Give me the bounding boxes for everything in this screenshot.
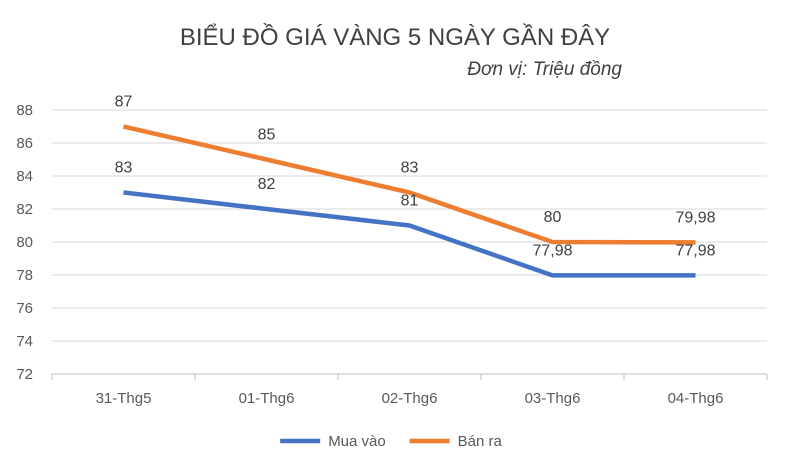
data-label: 81	[401, 193, 419, 210]
x-tick-label: 31-Thg5	[96, 390, 152, 407]
y-tick-label: 78	[16, 267, 33, 284]
y-tick-label: 76	[16, 300, 33, 317]
chart-subtitle: Đơn vị: Triệu đồng	[467, 59, 622, 80]
y-tick-label: 88	[16, 102, 33, 119]
y-tick-label: 72	[16, 366, 33, 383]
legend: Mua vào Bán ra	[280, 433, 502, 450]
y-tick-label: 84	[16, 168, 33, 185]
data-label: 77,98	[675, 242, 715, 259]
data-label: 79,98	[675, 209, 715, 226]
y-tick-label: 80	[16, 234, 33, 251]
y-tick-label: 74	[16, 333, 33, 350]
x-tick-label: 01-Thg6	[239, 390, 295, 407]
legend-label: Bán ra	[458, 433, 503, 450]
data-label: 80	[544, 209, 562, 226]
data-labels: 83 82 81 77,98 77,98 87 85 83 80 79,98	[115, 94, 716, 260]
data-label: 83	[401, 160, 419, 177]
x-tick-label: 03-Thg6	[525, 390, 581, 407]
legend-label: Mua vào	[328, 433, 386, 450]
series-lines	[122, 124, 696, 278]
y-axis: 72 74 76 78 80 82 84 86 88	[16, 102, 33, 383]
gridlines	[52, 109, 767, 342]
y-tick-label: 82	[16, 201, 33, 218]
x-axis: 31-Thg5 01-Thg6 02-Thg6 03-Thg6 04-Thg6	[51, 373, 768, 407]
data-label: 83	[115, 160, 133, 177]
x-tick-label: 04-Thg6	[668, 390, 724, 407]
y-tick-label: 86	[16, 135, 33, 152]
data-label: 77,98	[532, 242, 572, 259]
data-label: 87	[115, 94, 133, 111]
data-label: 85	[258, 127, 276, 144]
data-label: 82	[258, 176, 276, 193]
x-tick-label: 02-Thg6	[382, 390, 438, 407]
chart-title: BIỂU ĐỒ GIÁ VÀNG 5 NGÀY GẦN ĐÂY	[180, 23, 610, 51]
